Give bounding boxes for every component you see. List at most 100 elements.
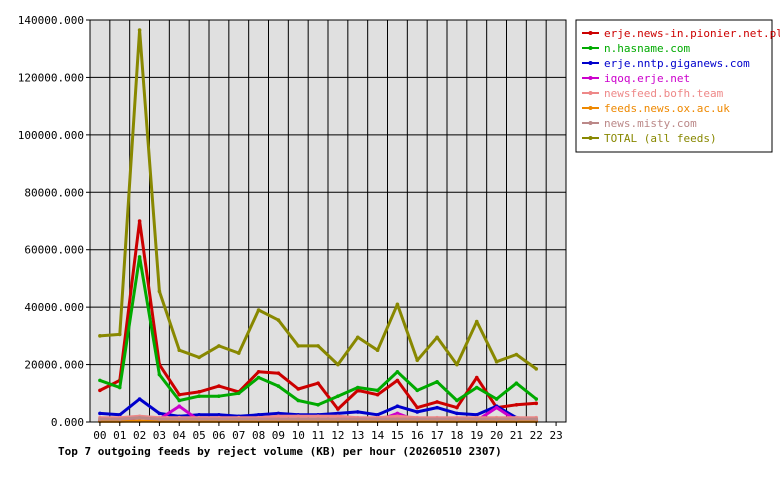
legend-label: newsfeed.bofh.team [604,87,724,100]
data-point [395,302,400,307]
data-point [375,348,380,353]
data-point [494,359,499,364]
data-point [316,414,320,419]
data-point [514,402,519,407]
data-point [355,410,360,414]
series-7 [98,415,539,421]
data-point [514,381,519,386]
legend-label: erje.nntp.giganews.com [604,57,750,70]
y-tick-label: 140000.000 [18,14,84,27]
data-point [316,344,320,348]
series-2 [98,255,539,407]
data-point [455,398,459,403]
data-point [355,335,360,340]
data-point [435,335,439,340]
plot-frame [89,19,567,423]
data-point [276,417,281,421]
data-point [395,378,400,383]
data-point [117,385,122,390]
data-point [336,417,340,421]
data-point [256,417,261,421]
legend-label: iqoq.erje.net [604,72,690,85]
data-point [98,378,102,383]
y-tick-label: 0.000 [51,416,84,429]
x-tick-label: 21 [510,429,523,442]
legend-marker [588,31,593,35]
legend-marker [588,106,593,110]
data-point [474,319,479,324]
data-point [534,367,539,371]
data-point [177,392,182,397]
x-tick-label: 02 [133,429,146,442]
data-point [296,344,301,348]
data-point [375,417,380,421]
data-point [217,384,221,388]
data-point [217,344,221,348]
y-tick-label: 20000.000 [24,359,84,372]
y-tick-label: 120000.000 [18,71,84,84]
legend-marker [588,61,593,65]
data-point [98,334,102,338]
data-point [415,417,420,421]
x-tick-label: 22 [530,429,543,442]
data-point [197,390,201,394]
data-point [474,385,479,390]
legend: erje.news-in.pionier.net.pl n.hasname.com… [575,19,780,153]
data-point [395,411,400,416]
data-point [197,355,201,360]
data-point [137,219,142,223]
data-point [117,332,122,337]
data-point [296,417,301,421]
data-point [98,388,102,393]
data-point [395,414,400,419]
legend-label: erje.news-in.pionier.net.pl [604,27,780,40]
chart-title: Top 7 outgoing feeds by reject volume (K… [58,445,502,458]
data-point [236,351,241,355]
data-point [415,358,420,363]
x-tick-label: 14 [371,429,385,442]
legend-marker [588,136,593,140]
data-point [375,388,380,393]
grid [90,20,566,422]
data-point [276,384,281,388]
data-point [157,372,162,377]
legend-box [575,19,773,153]
x-tick-label: 20 [490,429,503,442]
data-point [276,411,281,416]
data-point [137,415,142,420]
data-point [98,417,102,421]
data-point [375,413,380,417]
data-point [435,380,439,384]
data-point [474,413,479,417]
data-point [474,375,479,380]
data-point [375,392,380,397]
data-point [296,398,301,403]
data-point [137,397,142,401]
x-tick-label: 18 [450,429,463,442]
data-point [316,417,320,421]
data-point [534,417,539,421]
data-point [236,391,241,396]
data-point [534,397,539,401]
data-point [276,318,281,322]
data-point [435,405,439,410]
x-tick-label: 09 [272,429,285,442]
data-point [435,400,439,404]
y-tick-label: 100000.000 [18,129,84,142]
data-point [296,414,301,419]
x-tick-label: 03 [153,429,166,442]
data-point [355,417,360,421]
data-point [137,28,142,32]
legend-label: n.hasname.com [604,42,690,55]
data-point [197,413,201,417]
data-point [435,417,439,421]
x-tick-label: 17 [430,429,443,442]
data-point [276,414,281,419]
data-point [336,362,340,367]
data-point [98,411,102,416]
x-tick-label: 08 [252,429,265,442]
data-point [455,417,459,421]
data-point [256,413,261,417]
x-tick-label: 16 [411,429,424,442]
